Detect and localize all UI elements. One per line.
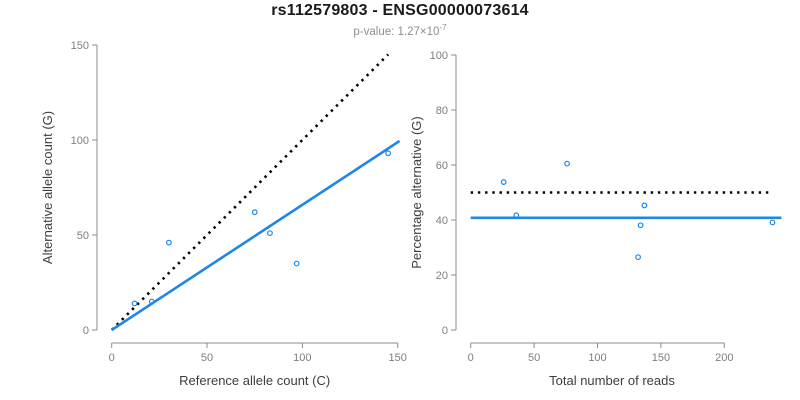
- x-tick-label: 50: [528, 352, 540, 364]
- data-point: [293, 260, 300, 267]
- data-point: [500, 179, 507, 185]
- data-point: [641, 202, 648, 209]
- x-tick-label: 50: [201, 352, 213, 364]
- identity-line: [110, 53, 390, 331]
- data-point: [513, 212, 520, 219]
- y-tick-label: 100: [430, 50, 448, 62]
- y-axis-label: Percentage alternative (G): [409, 116, 424, 268]
- y-tick-label: 40: [436, 215, 448, 227]
- y-tick-label: 50: [77, 230, 89, 242]
- allelic-ratio-fit-line: [110, 139, 401, 332]
- x-tick-label: 0: [468, 352, 474, 364]
- x-axis-label: Reference allele count (C): [179, 373, 330, 388]
- panel-percentage-vs-reads: 0 20 40 60 80 100 0 50 100 150 200 Total number of …: [409, 50, 782, 388]
- y-tick-label: 60: [436, 160, 448, 172]
- data-point: [564, 160, 570, 167]
- y-tick-label: 20: [436, 270, 448, 282]
- data-point: [267, 230, 273, 237]
- data-point: [148, 298, 155, 305]
- p-value-subtitle: p-value: 1.27×10-7: [0, 23, 800, 38]
- y-tick-label: 100: [71, 135, 89, 147]
- y-axis-label: Alternative allele count (G): [40, 111, 55, 264]
- y-tick-label: 0: [442, 325, 448, 337]
- x-tick-label: 200: [715, 352, 733, 364]
- p-value-base: 1.27×10: [397, 25, 440, 38]
- y-tick-label: 0: [83, 325, 89, 337]
- panel-allele-counts: 0 50 100 150 0 50 100 150 Reference allele count…: [40, 40, 407, 388]
- p-value-label: p-value:: [353, 25, 395, 38]
- data-point: [635, 254, 641, 261]
- y-tick-label: 80: [436, 105, 448, 117]
- data-point: [165, 239, 172, 246]
- figure-title: rs112579803 - ENSG00000073614: [271, 2, 529, 19]
- x-tick-label: 100: [588, 352, 606, 364]
- x-tick-label: 0: [109, 352, 115, 364]
- x-tick-label: 150: [652, 352, 670, 364]
- p-value-exponent: -7: [439, 23, 447, 32]
- data-point: [637, 222, 644, 229]
- data-point: [769, 219, 776, 226]
- data-point: [131, 300, 138, 307]
- data-point: [251, 209, 258, 216]
- x-tick-label: 150: [389, 352, 407, 364]
- x-tick-label: 100: [293, 352, 311, 364]
- data-point: [385, 150, 392, 157]
- y-tick-label: 150: [71, 40, 89, 52]
- x-axis-label: Total number of reads: [549, 373, 675, 388]
